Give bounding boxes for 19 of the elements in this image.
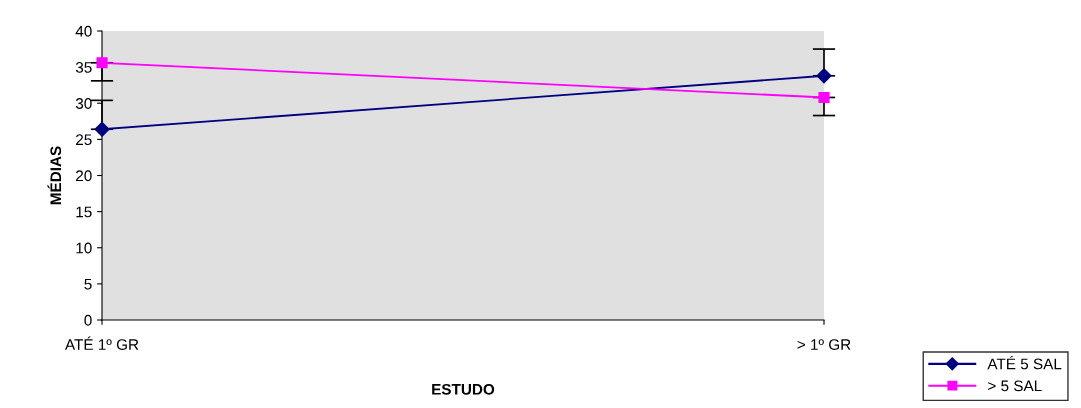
point <box>96 57 108 69</box>
y-tick-label: 35 <box>75 61 92 73</box>
y-tick-label: 25 <box>76 134 92 146</box>
point <box>816 68 832 84</box>
y-axis-title: MÉDIAS <box>47 146 62 205</box>
point <box>818 91 830 104</box>
y-tick-label: 5 <box>84 278 92 290</box>
x-axis-title: ESTUDO <box>432 383 495 395</box>
legend-label: > 5 SAL <box>988 380 1042 392</box>
x-tick-label: > 1º GR <box>797 339 851 350</box>
y-tick-label: 0 <box>84 314 92 326</box>
legend-label: ATÉ 5 SAL <box>987 355 1062 370</box>
y-tick-label: 15 <box>76 206 92 218</box>
y-tick-label: 40 <box>75 25 92 37</box>
y-tick-label: 20 <box>76 170 92 182</box>
y-tick-label: 30 <box>75 98 92 109</box>
y-tick-label: 10 <box>76 242 92 254</box>
point <box>94 121 110 137</box>
x-tick-label: ATÉ 1º GR <box>65 336 139 350</box>
